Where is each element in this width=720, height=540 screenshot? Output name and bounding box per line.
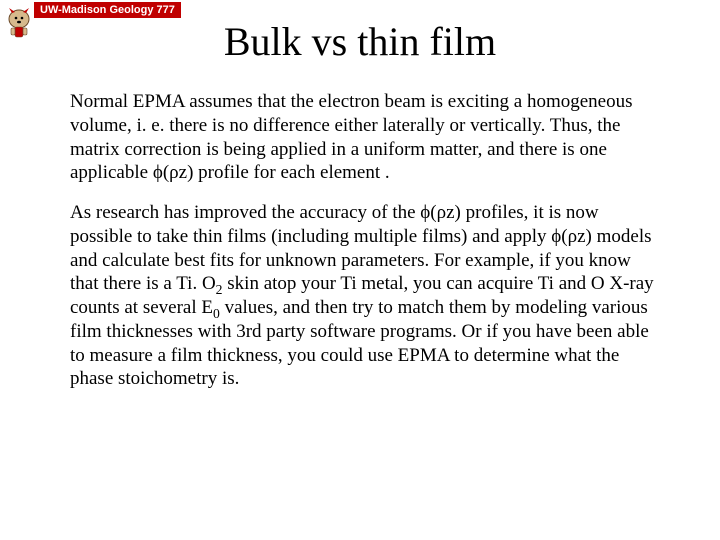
paragraph-2: As research has improved the accuracy of…	[70, 201, 664, 391]
paragraph-1: Normal EPMA assumes that the electron be…	[70, 90, 664, 185]
course-badge: UW-Madison Geology 777	[34, 2, 181, 18]
slide-title: Bulk vs thin film	[0, 18, 720, 65]
slide-body: Normal EPMA assumes that the electron be…	[70, 90, 664, 407]
